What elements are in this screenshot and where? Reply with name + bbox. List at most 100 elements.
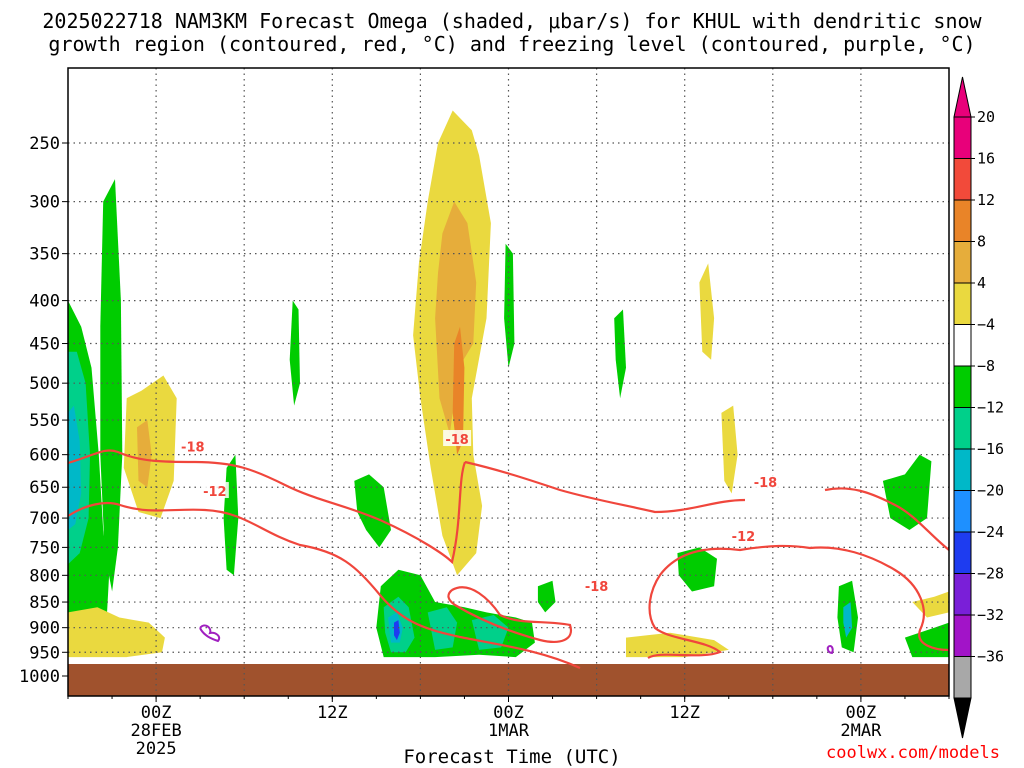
colorbar-bin-8 — [953, 448, 972, 491]
colorbar-label-5: −4 — [977, 316, 995, 334]
colorbar-bin-2 — [953, 199, 972, 242]
omega-region-27 — [843, 602, 853, 638]
colorbar-bin-6 — [953, 365, 972, 408]
freezing-level-loop-1 — [199, 624, 221, 643]
y-tick-label-950: 950 — [29, 643, 60, 663]
colorbar-bin-4 — [953, 282, 972, 325]
grid-lines — [68, 68, 949, 696]
y-tick-label-650: 650 — [29, 478, 60, 498]
omega-region-19 — [504, 243, 515, 368]
y-tick-label-250: 250 — [29, 134, 60, 154]
contour-minus12-left — [68, 501, 581, 670]
contour-minus18-mid — [464, 460, 746, 514]
omega-region-17 — [427, 607, 458, 650]
omega-shading-layer — [68, 110, 949, 658]
colorbar-label-2: 12 — [977, 191, 995, 209]
omega-region-12 — [354, 474, 391, 548]
contour-label-0: -18 — [181, 441, 205, 456]
colorbar-bin-0 — [953, 116, 972, 159]
y-tick-label-400: 400 — [29, 292, 60, 312]
omega-region-22 — [699, 263, 715, 360]
omega-region-16 — [394, 620, 400, 641]
contour-label-bg-5 — [729, 526, 758, 543]
contour-label-3: -18 — [585, 580, 609, 595]
source-credit: coolwx.com/models — [826, 743, 1000, 763]
omega-region-25 — [626, 632, 729, 658]
colorbar-bin-11 — [953, 573, 972, 616]
freezing-level-contours — [199, 624, 834, 655]
x-tick-label-24-1: 1MAR — [488, 721, 530, 741]
y-tick-label-900: 900 — [29, 619, 60, 639]
contour-label-2: -18 — [445, 433, 469, 448]
contour-labels: -18 -12 -18 -18 -18 -12 — [178, 430, 780, 595]
colorbar-bin-3 — [953, 241, 972, 284]
contour-label-4: -18 — [754, 476, 778, 491]
colorbar-label-9: −20 — [977, 482, 1004, 500]
colorbar-label-8: −16 — [977, 440, 1004, 458]
contour-minus18-right — [824, 487, 949, 551]
x-tick-label-0-0: 00Z — [141, 703, 172, 723]
colorbar-label-13: −36 — [977, 648, 1004, 666]
y-tick-label-350: 350 — [29, 245, 60, 265]
colorbar-label-3: 8 — [977, 233, 986, 251]
y-tick-label-600: 600 — [29, 446, 60, 466]
chart-title-line-2: growth region (contoured, red, °C) and f… — [48, 32, 976, 56]
colorbar-bottom-arrow — [953, 697, 972, 739]
omega-region-23 — [677, 547, 717, 592]
contour-label-bg-1 — [200, 482, 229, 499]
omega-region-9 — [68, 607, 165, 658]
colorbar-top-arrow — [953, 76, 972, 118]
x-tick-label-0-1: 28FEB — [131, 721, 182, 741]
colorbar-label-7: −12 — [977, 399, 1004, 417]
omega-region-2 — [452, 326, 465, 455]
y-tick-label-550: 550 — [29, 411, 60, 431]
omega-region-6 — [68, 405, 82, 530]
colorbar-label-11: −28 — [977, 565, 1004, 583]
x-tick-label-48-1: 2MAR — [840, 721, 882, 741]
omega-region-24 — [721, 405, 738, 494]
colorbar-bin-13 — [953, 656, 972, 699]
contour-label-bg-2 — [443, 430, 472, 447]
y-tick-label-500: 500 — [29, 374, 60, 394]
colorbar-bin-9 — [953, 490, 972, 533]
contour-minus12-right — [647, 544, 949, 659]
colorbar-label-6: −8 — [977, 357, 995, 375]
x-tick-label-0-2: 2025 — [136, 739, 177, 759]
omega-region-30 — [912, 591, 949, 618]
contour-label-bg-0 — [178, 437, 207, 454]
y-tick-label-750: 750 — [29, 538, 60, 558]
y-tick-label-700: 700 — [29, 509, 60, 529]
colorbar-bin-7 — [953, 407, 972, 450]
temperature-contours — [68, 449, 949, 670]
contour-minus18-left — [68, 449, 467, 565]
contour-label-bg-3 — [582, 577, 611, 594]
contour-minus18-loop — [447, 586, 573, 643]
colorbar-label-0: 20 — [977, 108, 995, 126]
x-tick-label-12-0: 12Z — [317, 703, 348, 723]
omega-region-8 — [137, 420, 152, 488]
omega-region-21 — [614, 309, 626, 399]
x-tick-label-48-0: 00Z — [846, 703, 877, 723]
freezing-level-loop-2 — [826, 644, 834, 655]
colorbar-bin-10 — [953, 531, 972, 574]
contour-label-5: -12 — [732, 530, 756, 545]
x-tick-label-24-0: 00Z — [493, 703, 524, 723]
x-tick-label-36-0: 12Z — [669, 703, 700, 723]
colorbar-label-4: 4 — [977, 274, 986, 292]
colorbar-bin-12 — [953, 614, 972, 657]
omega-region-1 — [435, 201, 477, 435]
chart-title-line-1: 2025022718 NAM3KM Forecast Omega (shaded… — [42, 9, 982, 33]
colorbar-label-1: 16 — [977, 150, 995, 168]
y-tick-label-450: 450 — [29, 335, 60, 355]
y-tick-label-300: 300 — [29, 193, 60, 213]
y-tick-label-1000: 1000 — [19, 667, 60, 687]
colorbar-label-10: −24 — [977, 523, 1004, 541]
y-axis: 250 300 350 400 450 500 550 600 650 700 750 800 850 9… — [19, 134, 68, 687]
omega-region-11 — [289, 300, 300, 406]
omega-region-3 — [100, 179, 123, 592]
omega-region-28 — [882, 454, 932, 530]
omega-colorbar: 20 16 12 8 4 −4 −8 −12 −16 −20 −24 −28 −32 −36 — [953, 76, 1004, 739]
contour-label-bg-4 — [751, 473, 780, 490]
